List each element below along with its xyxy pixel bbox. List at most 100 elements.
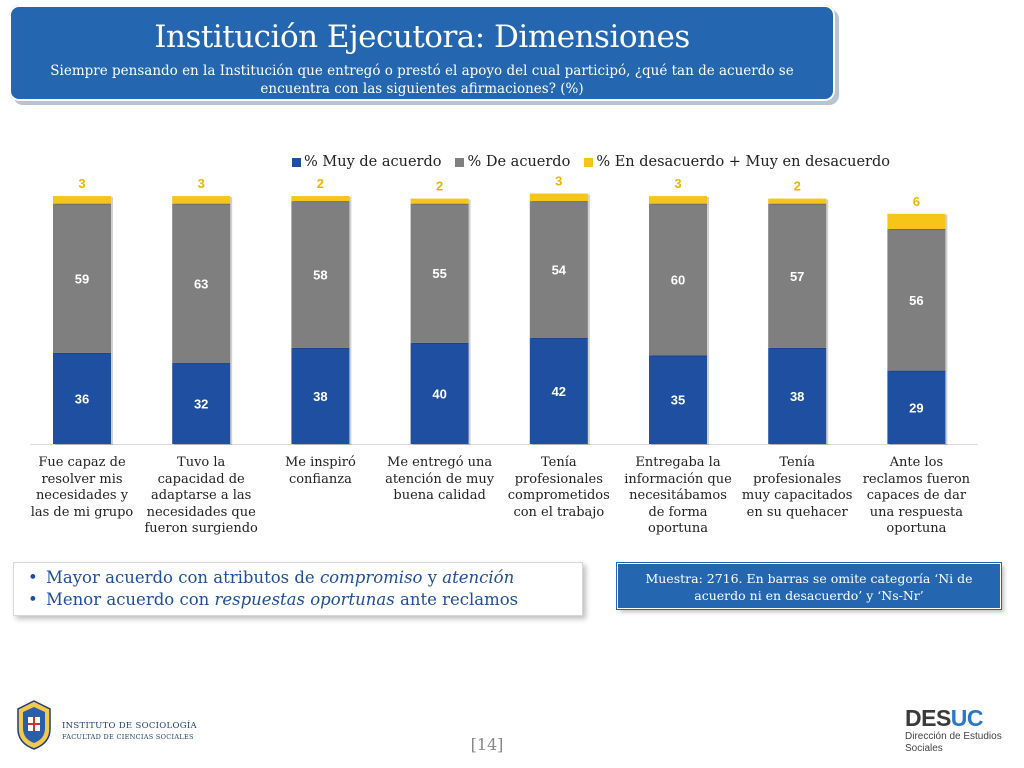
category-label: Fue capaz de resolver mis necesidades y las… (24, 455, 140, 521)
category-label-line: adaptarse a las (151, 488, 252, 503)
bar-segment-3 (172, 196, 231, 204)
institute-name: INSTITUTO DE SOCIOLOGÍA (62, 721, 197, 731)
desuc-wordmark: DESUC (905, 705, 1015, 731)
institute-logo: INSTITUTO DE SOCIOLOGÍA FACULTAD DE CIEN… (14, 699, 214, 757)
data-label: 60 (671, 273, 685, 288)
data-label: 6 (913, 194, 920, 209)
category-label-line: información que (624, 471, 732, 487)
finding-text: y (422, 568, 443, 587)
category-label-line: en su quehacer (746, 504, 848, 520)
emphasized-text: atención (442, 568, 515, 587)
bar-segment-3 (53, 196, 111, 204)
legend-label: % En desacuerdo + Muy en desacuerdo (596, 154, 890, 170)
category-label: Me entregó una atención de muy buena calid… (382, 455, 498, 505)
category-label: Tuvo la capacidad de adaptarse a las necesi… (143, 455, 259, 538)
data-label: 57 (790, 269, 804, 284)
category-label-line: confianza (288, 471, 352, 487)
finding-item: • Menor acuerdo con respuestas oportunas … (28, 589, 582, 611)
data-label: 42 (552, 384, 566, 399)
category-label-line: comprometidos (507, 488, 610, 503)
category-label-line: buena calidad (393, 488, 486, 503)
bar-segment-3 (291, 196, 350, 202)
category-label-line: fueron surgiendo (144, 521, 258, 536)
desuc-wordmark-part2: UC (950, 705, 984, 731)
bar-segment-1 (529, 337, 588, 444)
finding-text: Mayor acuerdo con atributos de (46, 568, 320, 587)
data-label: 3 (674, 176, 681, 191)
category-label: Tenía profesionales muy capacitados en su q… (739, 455, 855, 521)
data-label: 59 (75, 271, 89, 286)
finding-item: • Mayor acuerdo con atributos de compromi… (28, 567, 582, 589)
bar-segment-3 (529, 193, 588, 202)
category-label: Ante los reclamos fueron capaces de dar una… (858, 455, 974, 538)
category-label-line: las de mi grupo (30, 504, 134, 520)
bullet-marker: • (28, 568, 38, 587)
legend-swatch (455, 157, 465, 167)
category-label-line: Fue capaz de (38, 455, 126, 470)
data-label: 38 (790, 389, 804, 404)
legend-swatch (292, 157, 301, 167)
desuc-logo: DESUC Dirección de Estudios Sociales (905, 705, 1015, 761)
data-label: 2 (436, 179, 443, 194)
bar-segment-3 (768, 198, 827, 204)
data-label: 35 (671, 393, 685, 408)
data-label: 2 (317, 176, 324, 191)
page-subtitle: Siempre pensando en la Institución que e… (50, 63, 794, 97)
legend-label: % De acuerdo (467, 154, 571, 170)
legend-swatch (584, 157, 594, 167)
category-label: Tenía profesionales comprometidos con el tr… (501, 455, 617, 521)
data-label: 3 (555, 174, 562, 189)
category-label-line: resolver mis (41, 471, 123, 487)
category-label-line: profesionales (753, 471, 842, 487)
chart-legend: % Muy de acuerdo % De acuerdo % En desacue… (292, 152, 890, 172)
data-label: 58 (313, 267, 327, 282)
bar-segment-2 (649, 203, 707, 356)
category-label-line: profesionales (514, 471, 603, 487)
data-label: 3 (78, 176, 85, 191)
category-label-line: oportuna (886, 521, 947, 536)
bar-segment-3 (410, 198, 469, 204)
findings-box: • Mayor acuerdo con atributos de compromi… (13, 562, 583, 616)
bar-segment-3 (649, 196, 707, 204)
category-label-line: reclamos fueron (862, 471, 971, 487)
category-label-line: Ante los (889, 455, 944, 470)
legend-item-1: % Muy de acuerdo (292, 154, 441, 170)
data-label: 3 (198, 176, 205, 191)
legend-item-2: % De acuerdo (455, 154, 570, 170)
data-label: 56 (909, 293, 923, 308)
category-label-line: Tuvo la (177, 455, 226, 470)
category-label-line: capaces de dar (866, 488, 967, 503)
bar-segment-1 (291, 347, 350, 444)
bar-segment-2 (291, 201, 350, 348)
bar-segment-2 (768, 203, 827, 348)
category-label-line: Tenía (540, 455, 577, 470)
bar-segment-2 (887, 228, 946, 371)
category-label-line: necesidades y (35, 488, 129, 503)
category-label: Entregaba la información que necesitábamos… (620, 455, 736, 538)
data-label: 63 (194, 276, 208, 291)
sample-note: Muestra: 2716. En barras se omite catego… (616, 562, 1002, 610)
data-label: 29 (909, 400, 923, 415)
finding-text: Menor acuerdo con (46, 590, 215, 609)
bar-segment-1 (410, 342, 469, 444)
bar-segment-3 (887, 213, 946, 229)
page-number: [14] (470, 735, 504, 754)
data-label: 32 (194, 397, 208, 412)
finding-text: ante reclamos (394, 590, 519, 609)
category-label-line: capacidad de (157, 471, 245, 487)
legend-item-3: % En desacuerdo + Muy en desacuerdo (584, 154, 890, 170)
bar-segment-2 (410, 203, 469, 343)
category-label-line: Me inspiró (284, 455, 356, 470)
data-label: 55 (432, 266, 446, 281)
category-label-line: con el trabajo (513, 504, 605, 520)
category-label-line: necesitábamos (629, 488, 727, 503)
bar-segment-1 (649, 355, 707, 444)
stacked-bar-chart: 36 59 3 32 63 3 38 58 2 40 55 2 42 54 3 35 60 3 38 57 2 29 56 6 (30, 174, 978, 445)
bar-segment-1 (768, 347, 827, 444)
category-label-line: atención de muy (385, 471, 495, 487)
category-label-line: Entregaba la (635, 455, 721, 470)
category-label-line: necesidades que (146, 504, 256, 520)
emphasized-text: respuestas oportunas (214, 590, 395, 609)
category-label-line: una respuesta (869, 504, 964, 520)
bar-segment-2 (529, 201, 588, 338)
